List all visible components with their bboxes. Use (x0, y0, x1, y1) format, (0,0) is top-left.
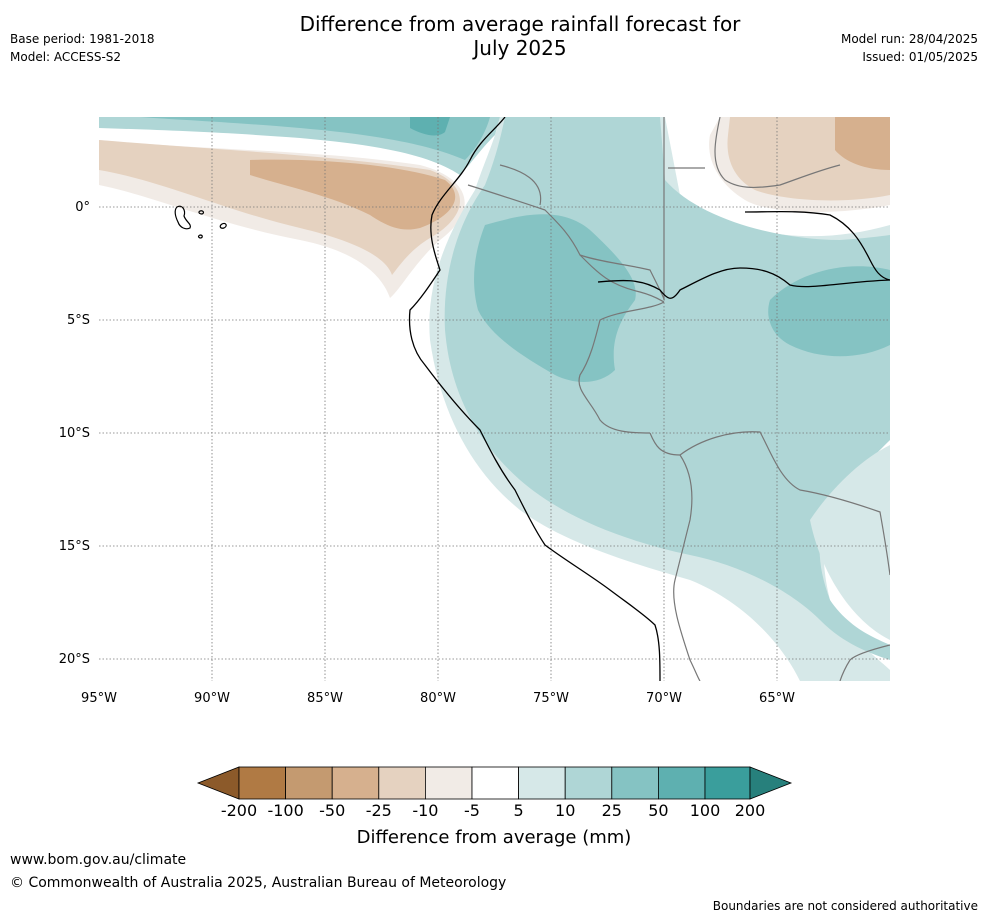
lat-label: 0° (75, 200, 90, 215)
model-run: Model run: 28/04/2025 (840, 32, 978, 46)
colorbar-swatch (658, 766, 706, 800)
colorbar-tick: -200 (221, 801, 257, 820)
lon-label: 80°W (420, 691, 456, 706)
map-title: Difference from average rainfall forecas… (270, 12, 770, 60)
colorbar-tick: 50 (648, 801, 668, 820)
boundary-disclaimer: Boundaries are not considered authoritat… (712, 899, 978, 913)
colorbar-tick: -25 (366, 801, 392, 820)
graticule (99, 117, 890, 681)
colorbar-swatch (238, 766, 286, 800)
colorbar-tick: -100 (267, 801, 303, 820)
colorbar-swatch (378, 766, 426, 800)
model-name: Model: ACCESS-S2 (10, 50, 122, 64)
colorbar (196, 766, 793, 800)
lat-label: 15°S (59, 539, 90, 554)
colorbar-tick: 25 (602, 801, 622, 820)
footer-url[interactable]: www.bom.gov.au/climate (10, 852, 187, 868)
colorbar-tick: 5 (514, 801, 524, 820)
colorbar-low-extend (196, 766, 240, 800)
lon-label: 85°W (307, 691, 343, 706)
lon-label: 70°W (646, 691, 682, 706)
colorbar-swatch (424, 766, 473, 800)
colorbar-title: Difference from average (mm) (357, 827, 632, 848)
colorbar-swatch (704, 766, 751, 800)
southeast-dry-gap (810, 445, 890, 640)
title-line-2: July 2025 (473, 36, 567, 60)
national-borders (467, 117, 890, 681)
lon-label: 95°W (81, 691, 117, 706)
lat-label: 5°S (67, 313, 90, 328)
colorbar-swatch (285, 766, 333, 800)
colorbar-tick: -10 (412, 801, 438, 820)
eastern-wet-core (768, 266, 890, 357)
colorbar-tick: -5 (464, 801, 480, 820)
colorbar-tick: 10 (555, 801, 575, 820)
pacific-dry-zone-core (250, 159, 456, 230)
issued-date: Issued: 01/05/2025 (862, 50, 978, 64)
lon-label: 65°W (759, 691, 795, 706)
colorbar-swatch (471, 766, 519, 800)
axis-labels: 95°W 90°W 85°W 80°W 75°W 70°W 65°W 0° 5°… (59, 200, 795, 706)
northeast-dry-zone-core (835, 117, 890, 170)
lat-label: 10°S (59, 426, 90, 441)
lon-label: 90°W (194, 691, 230, 706)
map-frame (99, 117, 890, 681)
footer-copyright: © Commonwealth of Australia 2025, Austra… (10, 875, 507, 891)
lat-label: 20°S (59, 652, 90, 667)
galapagos-islands (174, 205, 227, 239)
colorbar-swatch (564, 766, 613, 800)
colorbar-swatch (331, 766, 380, 800)
colorbar-tick: 200 (735, 801, 766, 820)
base-period: Base period: 1981-2018 (10, 32, 155, 46)
northern-wet-band-core (140, 117, 490, 160)
colorbar-high-extend (749, 766, 793, 800)
colorbar-swatch (611, 766, 659, 800)
coastline (408, 117, 890, 681)
lon-label: 75°W (533, 691, 569, 706)
colorbar-swatch (518, 766, 566, 800)
colorbar-tick: 100 (690, 801, 721, 820)
title-line-1: Difference from average rainfall forecas… (299, 12, 741, 36)
northern-wet-peak (410, 117, 450, 136)
colorbar-ticks: -200 -100 -50 -25 -10 -5 5 10 25 50 100 … (221, 801, 765, 820)
colorbar-tick: -50 (319, 801, 345, 820)
